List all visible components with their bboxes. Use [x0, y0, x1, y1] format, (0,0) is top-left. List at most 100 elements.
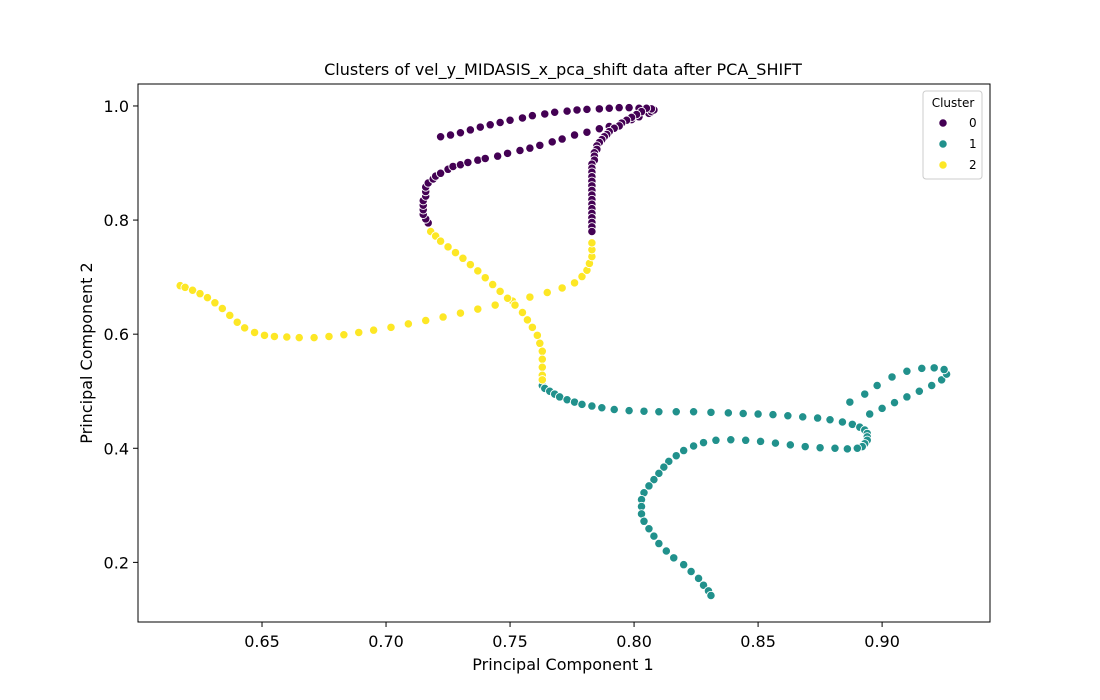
data-point: [679, 445, 689, 456]
y-axis: 0.2 0.4 0.6 0.8 1.0: [104, 97, 138, 572]
y-tick-label: 0.4: [104, 439, 129, 458]
data-point: [661, 546, 671, 556]
data-point: [654, 407, 664, 417]
x-tick-label: 0.75: [492, 632, 528, 651]
data-point: [624, 103, 634, 113]
data-point: [877, 403, 887, 413]
x-axis: 0.65 0.70 0.75 0.80 0.85 0.90: [244, 622, 900, 651]
data-point: [517, 307, 528, 318]
data-point: [403, 319, 414, 329]
data-point: [537, 362, 547, 372]
data-point: [917, 363, 927, 374]
data-point: [698, 437, 709, 448]
data-point: [671, 451, 681, 461]
data-point: [465, 125, 476, 135]
data-point: [249, 327, 260, 338]
y-tick-label: 0.8: [104, 211, 129, 230]
data-point: [473, 266, 483, 276]
data-point: [522, 315, 533, 325]
legend-title: Cluster: [932, 96, 975, 110]
data-point: [609, 404, 619, 415]
data-point: [368, 325, 379, 335]
data-point: [604, 103, 614, 113]
data-point: [582, 127, 592, 137]
data-point: [438, 312, 448, 322]
data-point: [202, 293, 213, 303]
data-point: [852, 443, 862, 453]
data-point: [902, 366, 912, 376]
y-tick-label: 1.0: [104, 97, 129, 116]
data-point: [240, 323, 250, 333]
data-point: [723, 408, 733, 418]
data-point: [889, 397, 900, 408]
x-tick-label: 0.70: [368, 632, 404, 651]
data-point: [445, 130, 456, 140]
data-point: [770, 438, 781, 448]
data-point: [842, 444, 853, 454]
data-point: [644, 524, 654, 534]
data-point: [572, 105, 582, 115]
data-point: [473, 304, 483, 314]
data-point: [225, 310, 235, 320]
data-point: [354, 327, 364, 338]
legend-box: [922, 90, 983, 180]
data-point: [768, 409, 778, 420]
data-point: [783, 411, 793, 421]
data-point: [755, 436, 766, 447]
data-point: [259, 330, 270, 340]
legend-marker: [938, 139, 948, 149]
data-point: [927, 380, 937, 391]
series-1: [537, 363, 952, 601]
data-point: [624, 405, 634, 416]
data-point: [654, 468, 664, 479]
data-point: [594, 124, 604, 134]
data-point: [669, 553, 679, 563]
data-point: [706, 590, 716, 601]
data-point: [587, 238, 597, 248]
data-point: [547, 137, 557, 147]
data-point: [688, 407, 699, 417]
data-point: [540, 109, 550, 119]
data-point: [187, 285, 198, 295]
data-point: [535, 338, 545, 348]
data-point: [798, 412, 808, 422]
data-point: [455, 308, 466, 318]
data-point: [309, 332, 319, 343]
data-point: [339, 330, 349, 340]
data-point: [537, 375, 547, 385]
data-point: [614, 103, 624, 113]
data-point: [785, 440, 795, 450]
x-tick-label: 0.80: [616, 632, 652, 651]
data-point: [939, 364, 949, 375]
data-point: [741, 435, 751, 445]
data-point: [495, 117, 505, 128]
data-point: [463, 157, 473, 168]
data-point: [515, 145, 525, 156]
data-point: [830, 443, 840, 453]
legend-marker: [938, 118, 948, 128]
data-point: [649, 475, 659, 485]
data-point: [562, 106, 572, 116]
data-point: [569, 278, 580, 288]
x-tick-label: 0.65: [244, 632, 280, 651]
data-point: [294, 332, 304, 343]
data-point: [532, 330, 542, 340]
series-2: [175, 226, 597, 385]
data-point: [537, 354, 547, 364]
data-point: [659, 462, 669, 472]
data-point: [450, 247, 461, 258]
data-point: [688, 441, 699, 451]
data-point: [232, 317, 242, 327]
data-point: [195, 289, 205, 299]
data-point: [443, 242, 453, 252]
data-point: [505, 115, 515, 125]
y-tick-label: 0.6: [104, 325, 129, 344]
legend-items: 0 1 2: [938, 116, 977, 172]
data-point: [458, 253, 468, 263]
data-point: [493, 151, 503, 161]
data-point: [654, 538, 664, 549]
data-point: [435, 132, 446, 142]
data-point: [557, 134, 567, 144]
data-point: [525, 143, 535, 153]
